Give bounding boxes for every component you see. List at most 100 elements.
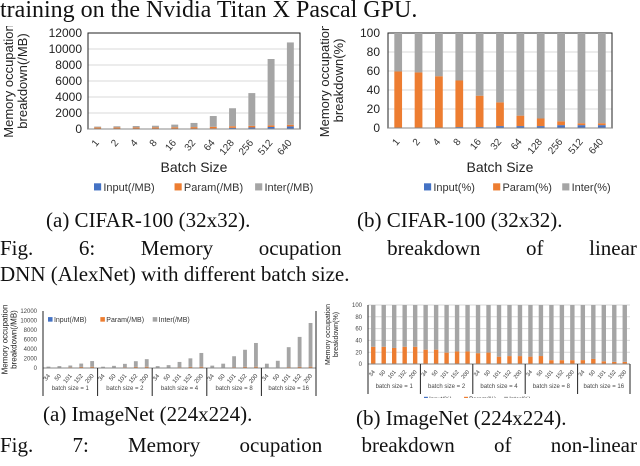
bar-segment-param bbox=[455, 80, 464, 128]
bar-segment-inter-mb bbox=[46, 366, 51, 368]
chart-fig7a: 0 2000 4000 6000 8000 10000 12000 Memory occupa… bbox=[0, 298, 320, 398]
group-label: batch size = 2 bbox=[106, 386, 144, 392]
figure-7-caption-line1: Fig. 7: Memory ocupation breakdown of non-line… bbox=[0, 433, 637, 458]
y-tick-label: 4000 bbox=[24, 347, 38, 353]
x-tick-label: 256 bbox=[237, 138, 256, 158]
legend-label: Param(%) bbox=[502, 182, 552, 194]
y-axis-label: Memory occupationbreakdown(%) bbox=[325, 304, 340, 365]
bar-segment-param-mb bbox=[248, 125, 256, 128]
bar-segment-inter bbox=[536, 33, 545, 119]
bar-segment-param bbox=[402, 346, 407, 364]
bar-segment-inter bbox=[465, 305, 470, 352]
y-tick-label: 2000 bbox=[24, 357, 38, 363]
bar-segment-inter bbox=[577, 33, 586, 124]
chart-fig6a-svg: 0 2000 4000 6000 8000 10000 12000 Memory occupa… bbox=[1, 24, 314, 194]
chart-fig6a: 0 2000 4000 6000 8000 10000 12000 Memory occupa… bbox=[0, 24, 320, 196]
legend-swatch bbox=[493, 183, 501, 191]
caption-word: of bbox=[494, 433, 512, 457]
x-tick-label: 200 bbox=[461, 369, 472, 380]
legend-swatch bbox=[100, 317, 105, 322]
legend-swatch bbox=[94, 183, 102, 191]
legend-label: Inter(%) bbox=[509, 397, 530, 398]
chart-fig6b-svg: 0 20 40 60 80 100 Memory occupationbreakdown(%… bbox=[317, 24, 613, 194]
bar-segment-inter-mb bbox=[286, 42, 294, 125]
bar-segment-input bbox=[536, 126, 545, 128]
x-tick-label: 200 bbox=[513, 369, 524, 380]
bar-segment-input-mb bbox=[267, 127, 275, 129]
legend-label: Inter(%) bbox=[572, 182, 611, 194]
bar-segment-param bbox=[391, 347, 397, 364]
legend-swatch bbox=[174, 183, 182, 191]
bar-segment-param bbox=[580, 360, 586, 364]
bar-segment-param-mb bbox=[144, 366, 149, 368]
bar-segment-param bbox=[570, 360, 575, 364]
x-tick-label: 152 bbox=[238, 373, 249, 385]
bar-segment-inter-mb bbox=[90, 361, 95, 367]
y-axis-label: Memory occupationbreakdown(%) bbox=[320, 26, 346, 137]
x-tick-label: 34 bbox=[525, 369, 534, 378]
bar-segment-inter-mb bbox=[275, 360, 280, 368]
y-tick-label: 10000 bbox=[20, 319, 37, 325]
legend-label: Input(%) bbox=[429, 397, 452, 398]
bar-segment-inter-mb bbox=[122, 363, 127, 368]
x-tick-label: 16 bbox=[163, 138, 179, 154]
y-tick-label: 80 bbox=[355, 315, 362, 321]
bar-segment-param bbox=[412, 346, 418, 364]
x-tick-label: 4 bbox=[431, 137, 443, 149]
bar-segment-input-mb bbox=[286, 126, 294, 129]
bar-segment-param bbox=[536, 118, 545, 127]
x-tick-label: 512 bbox=[567, 137, 586, 157]
x-tick-label: 128 bbox=[526, 137, 545, 157]
bar-segment-param-mb bbox=[243, 366, 247, 368]
y-tick-label: 100 bbox=[352, 303, 363, 309]
x-tick-label: 34 bbox=[261, 373, 270, 382]
bar-segment-inter bbox=[412, 305, 418, 347]
group-label: batch size = 2 bbox=[428, 384, 466, 390]
y-tick-label: 100 bbox=[360, 26, 380, 40]
chart-fig7b-svg: 0 20 40 60 80 100 Memory occupationbreakdown(%… bbox=[325, 303, 631, 403]
caption-word: linear bbox=[589, 236, 637, 260]
bar-segment-param-mb bbox=[308, 366, 313, 368]
caption-word: Memory bbox=[140, 236, 214, 260]
bar-segment-inter bbox=[475, 33, 484, 96]
x-tick-label: 101 bbox=[227, 373, 238, 385]
x-tick-label: 32 bbox=[489, 137, 505, 153]
x-tick-label: 200 bbox=[139, 373, 150, 385]
bar-segment-param-mb bbox=[254, 366, 258, 368]
bar-segment-input bbox=[516, 126, 525, 128]
legend-swatch bbox=[464, 396, 468, 401]
bar-segment-param-mb bbox=[199, 366, 204, 368]
bar-segment-inter-mb bbox=[79, 363, 84, 367]
bar-segment-param bbox=[394, 71, 403, 128]
group-label: batch size = 8 bbox=[215, 386, 253, 392]
bar-segment-param bbox=[538, 356, 544, 364]
y-tick-label: 60 bbox=[367, 64, 381, 78]
x-tick-label: 200 bbox=[303, 373, 314, 385]
x-tick-label: 34 bbox=[98, 373, 107, 382]
x-tick-label: 50 bbox=[536, 369, 545, 378]
bar-segment-param bbox=[444, 352, 449, 364]
group-label: batch size = 16 bbox=[268, 386, 309, 392]
group-label: batch size = 8 bbox=[533, 384, 571, 390]
bar-segment-param-mb bbox=[151, 127, 159, 129]
bar-segment-param bbox=[622, 361, 627, 364]
x-tick-label: 50 bbox=[218, 373, 227, 382]
bar-segment-param bbox=[507, 356, 512, 364]
legend-label: Input(/MB) bbox=[103, 182, 154, 194]
bar-segment-param-mb bbox=[286, 124, 294, 127]
x-axis-label: Batch Size bbox=[161, 159, 228, 175]
bar-segment-param bbox=[475, 95, 484, 128]
x-tick-label: 152 bbox=[128, 373, 139, 385]
group-label: batch size = 4 bbox=[480, 384, 518, 390]
bar-segment-inter-mb bbox=[221, 363, 226, 368]
caption-word: ocupation bbox=[239, 433, 323, 457]
bar-segment-inter-mb bbox=[101, 366, 105, 368]
bar-segment-inter bbox=[423, 305, 428, 350]
bar-segment-input bbox=[577, 125, 586, 128]
bar-segment-param-mb bbox=[171, 127, 179, 129]
x-tick-label: 200 bbox=[408, 369, 419, 380]
x-tick-label: 2 bbox=[411, 137, 423, 149]
bar-segment-inter bbox=[570, 305, 575, 361]
bar-segment-inter-mb bbox=[243, 349, 247, 367]
x-tick-label: 101 bbox=[597, 369, 608, 380]
